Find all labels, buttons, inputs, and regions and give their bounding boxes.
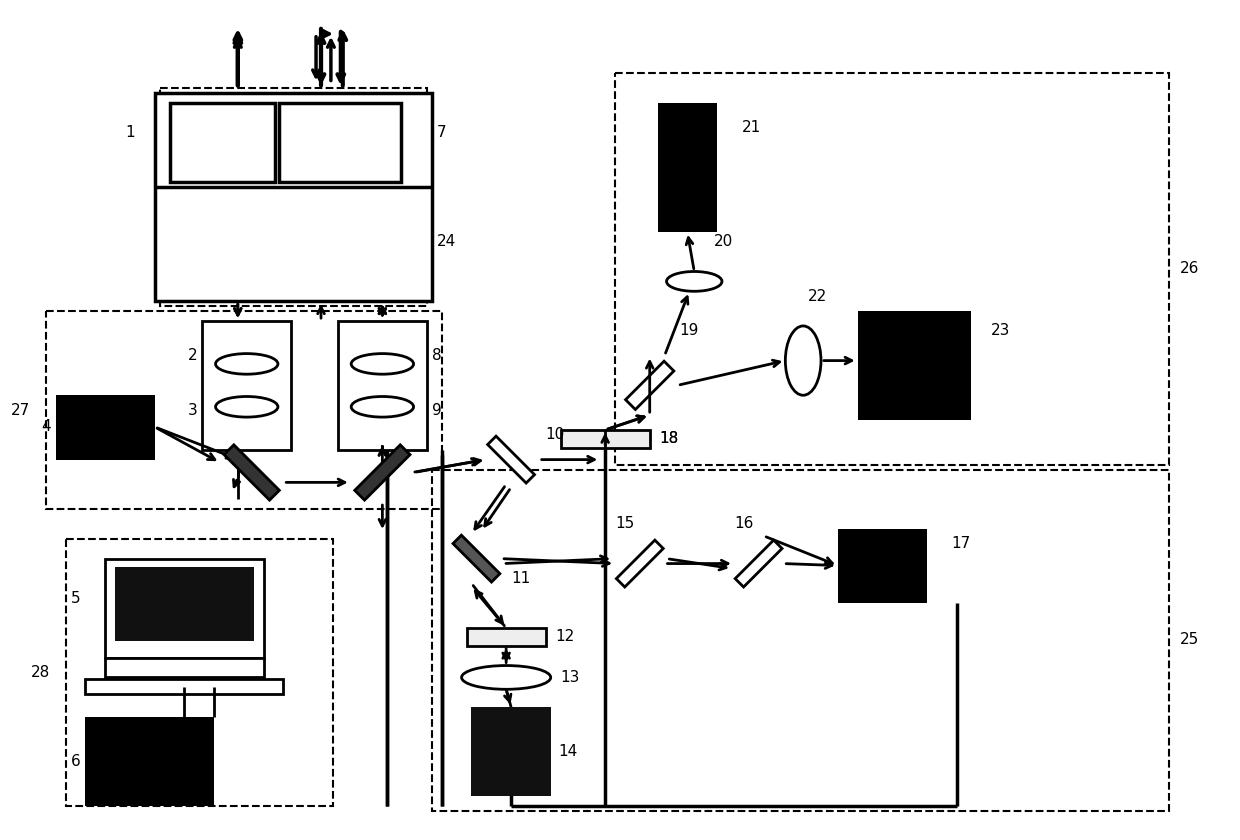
Polygon shape xyxy=(453,535,500,582)
Text: 13: 13 xyxy=(560,670,580,685)
Text: 28: 28 xyxy=(31,665,50,680)
Ellipse shape xyxy=(667,271,722,291)
Text: 22: 22 xyxy=(808,289,827,304)
Polygon shape xyxy=(224,445,279,500)
Bar xyxy=(858,311,971,420)
Text: 6: 6 xyxy=(71,754,81,769)
Text: 7: 7 xyxy=(436,125,446,140)
Text: 2: 2 xyxy=(187,348,197,363)
Text: 1: 1 xyxy=(125,125,135,140)
Text: 4: 4 xyxy=(41,419,51,434)
Bar xyxy=(432,470,1169,811)
Bar xyxy=(86,680,284,694)
Bar xyxy=(86,717,215,806)
Bar xyxy=(115,566,254,641)
Text: 5: 5 xyxy=(71,591,81,606)
Text: 14: 14 xyxy=(558,744,578,759)
Text: 15: 15 xyxy=(615,517,635,532)
Ellipse shape xyxy=(785,326,821,396)
Bar xyxy=(615,73,1169,465)
Polygon shape xyxy=(355,445,410,500)
Bar xyxy=(66,538,332,806)
Bar xyxy=(202,321,291,449)
Text: 11: 11 xyxy=(511,571,531,586)
Ellipse shape xyxy=(461,665,551,690)
Text: 9: 9 xyxy=(432,402,441,417)
Ellipse shape xyxy=(216,396,278,417)
Bar xyxy=(56,396,155,459)
Bar xyxy=(657,103,717,232)
Bar xyxy=(105,559,264,658)
Text: 18: 18 xyxy=(660,431,678,446)
Bar xyxy=(279,103,402,182)
Bar xyxy=(560,430,650,448)
Ellipse shape xyxy=(216,354,278,374)
Text: 17: 17 xyxy=(951,536,971,551)
Text: 20: 20 xyxy=(714,234,733,249)
Polygon shape xyxy=(625,361,673,410)
Ellipse shape xyxy=(351,396,414,417)
Bar xyxy=(105,658,264,677)
Text: 27: 27 xyxy=(11,402,30,417)
Text: 24: 24 xyxy=(436,234,456,249)
Text: 26: 26 xyxy=(1179,261,1199,276)
Bar xyxy=(160,88,427,306)
Text: 23: 23 xyxy=(991,323,1011,339)
Bar xyxy=(838,529,928,603)
Bar xyxy=(155,93,432,302)
Text: 18: 18 xyxy=(660,431,678,446)
Text: 12: 12 xyxy=(556,629,575,644)
Text: 19: 19 xyxy=(680,323,699,339)
Bar xyxy=(337,321,427,449)
Bar xyxy=(466,628,546,646)
Polygon shape xyxy=(616,540,663,587)
Bar xyxy=(46,311,441,509)
Polygon shape xyxy=(487,436,534,483)
Text: 8: 8 xyxy=(432,348,441,363)
Text: 16: 16 xyxy=(734,517,753,532)
Polygon shape xyxy=(735,540,782,587)
Bar xyxy=(471,707,551,796)
Text: 25: 25 xyxy=(1179,633,1199,648)
Ellipse shape xyxy=(351,354,414,374)
Text: 3: 3 xyxy=(187,402,197,417)
Bar xyxy=(170,103,275,182)
Text: 10: 10 xyxy=(546,428,565,443)
Text: 21: 21 xyxy=(742,120,761,135)
